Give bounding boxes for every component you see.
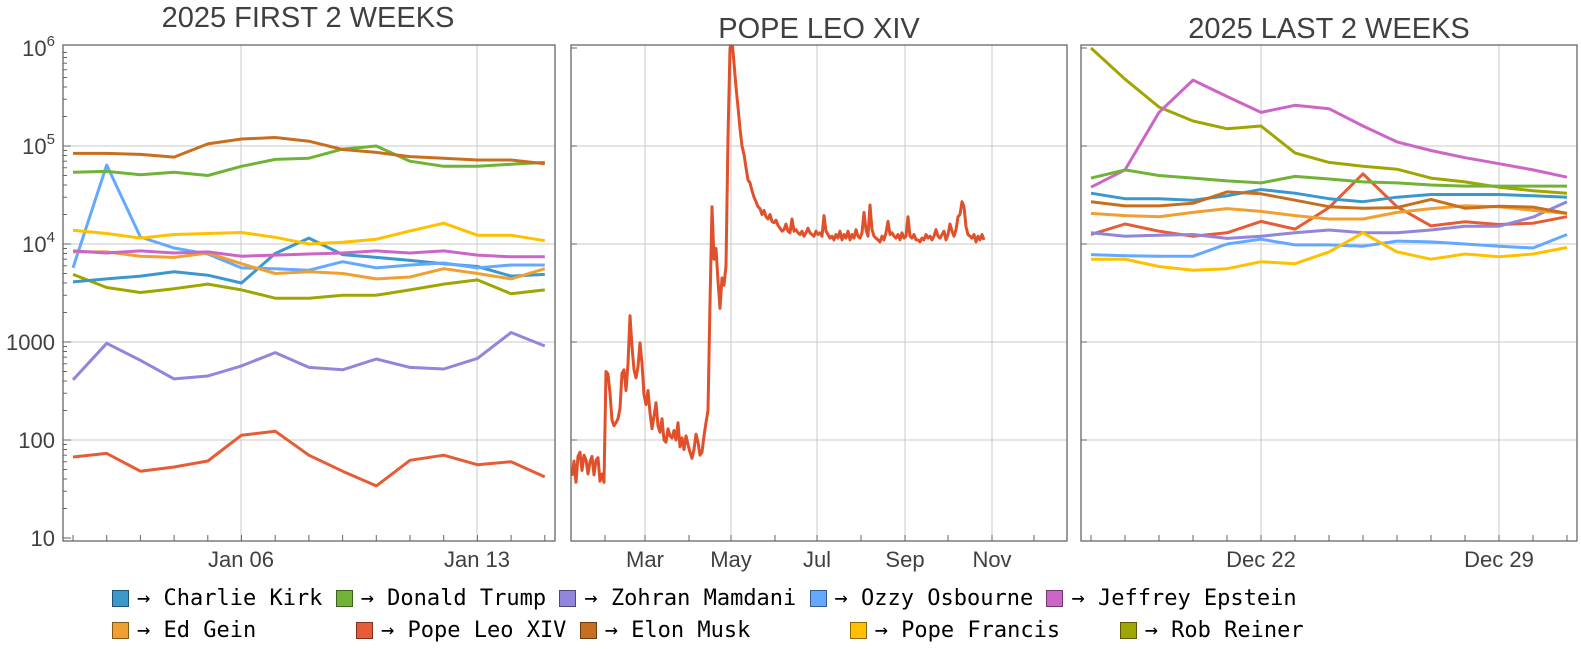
data-series	[71, 45, 1568, 488]
swatch-icon	[112, 621, 129, 639]
legend-label: → Rob Reiner	[1144, 617, 1304, 643]
legend-item-pope-leo: → Pope Leo XIV	[356, 618, 566, 643]
swatch-icon	[809, 589, 827, 607]
legend-label: → Charlie Kirk	[137, 585, 323, 611]
legend-label: → Pope Leo XIV	[381, 617, 567, 643]
series-line-pope-leo	[571, 45, 986, 484]
y-label-1e5: 105	[22, 131, 55, 159]
swatch-icon	[356, 621, 373, 639]
legend-label: → Ozzy Osbourne	[834, 585, 1034, 611]
y-label-1e6: 106	[22, 33, 55, 61]
plot-frame-1	[570, 44, 1068, 542]
y-label-10: 10	[31, 526, 55, 551]
series-line	[72, 221, 546, 246]
legend-item-rob-reiner: → Rob Reiner	[1119, 617, 1304, 643]
series-line	[1090, 168, 1567, 188]
swatch-icon	[112, 589, 129, 607]
x-label-nov: Nov	[972, 547, 1011, 572]
legend-item-donald-trump: → Donald Trump	[335, 585, 547, 611]
legend-label: → Elon Musk	[604, 617, 751, 643]
x-label-may: May	[710, 547, 752, 572]
legend-label: → Zohran Mamdani	[584, 585, 797, 611]
series-line	[1091, 231, 1568, 272]
legend-item-pope-francis: → Pope Francis	[849, 617, 1120, 643]
legend-label: → Donald Trump	[360, 585, 547, 611]
legend-label: → Jeffrey Epstein	[1071, 585, 1297, 611]
legend-item-ozzy-osbourne: → Ozzy Osbourne	[809, 585, 1034, 611]
series-line	[72, 429, 546, 488]
chart-canvas: 2025 FIRST 2 WEEKS POPE LEO XIV 2025 LAS…	[6, 2, 1578, 572]
swatch-icon	[849, 621, 867, 639]
x-label-sep: Sep	[885, 547, 924, 572]
series-line	[1090, 200, 1568, 240]
x-label-dec29: Dec 29	[1464, 547, 1534, 572]
legend-label: → Ed Gein	[137, 617, 257, 643]
series-line	[1090, 190, 1568, 215]
legend-item-jeffrey-epstein: → Jeffrey Epstein	[1046, 585, 1297, 611]
series-line	[1090, 233, 1568, 258]
x-label-mar: Mar	[626, 547, 664, 572]
series-line	[1089, 46, 1568, 195]
y-label-1000: 1000	[6, 330, 55, 355]
panel-title-last-weeks: 2025 LAST 2 WEEKS	[1188, 13, 1470, 45]
legend-row-2: → Ed Gein → Pope Leo XIV → Elon Musk → P…	[112, 614, 1304, 646]
series-line	[72, 144, 545, 177]
x-label-jan06: Jan 06	[208, 547, 274, 572]
y-label-1e4: 104	[22, 229, 55, 257]
y-label-100: 100	[18, 428, 55, 453]
x-label-jan13: Jan 13	[444, 547, 510, 572]
series-line	[71, 331, 546, 381]
x-axis-labels: Jan 06 Jan 13 Mar May Jul Sep Nov Dec 22…	[208, 547, 1534, 572]
series-line	[1090, 78, 1568, 189]
legend-item-charlie-kirk: → Charlie Kirk	[112, 586, 322, 611]
series-line	[73, 250, 546, 281]
swatch-icon	[579, 621, 597, 639]
series-line	[73, 136, 545, 166]
swatch-icon	[559, 589, 577, 607]
legend: → Charlie Kirk → Donald Trump → Zohran M…	[112, 582, 1304, 646]
plot-frames	[62, 44, 1578, 542]
panel-title-first-weeks: 2025 FIRST 2 WEEKS	[162, 2, 455, 34]
x-label-jul: Jul	[803, 547, 831, 572]
series-line	[72, 249, 545, 259]
legend-item-elon-musk: → Elon Musk	[579, 617, 850, 643]
y-axis-labels: 106 105 104 1000 100 10	[6, 33, 55, 551]
series-line	[71, 163, 545, 272]
legend-item-zohran-mamdani: → Zohran Mamdani	[559, 586, 796, 611]
legend-label: → Pope Francis	[874, 617, 1061, 643]
series-line	[72, 273, 545, 300]
swatch-icon	[1046, 589, 1064, 607]
series-line	[1090, 188, 1568, 204]
swatch-icon	[1119, 621, 1137, 639]
legend-row-1: → Charlie Kirk → Donald Trump → Zohran M…	[112, 582, 1304, 614]
x-label-dec22: Dec 22	[1226, 547, 1296, 572]
swatch-icon	[335, 589, 353, 607]
legend-item-ed-gein: → Ed Gein	[112, 618, 356, 643]
panel-title-pope-leo: POPE LEO XIV	[718, 13, 920, 45]
